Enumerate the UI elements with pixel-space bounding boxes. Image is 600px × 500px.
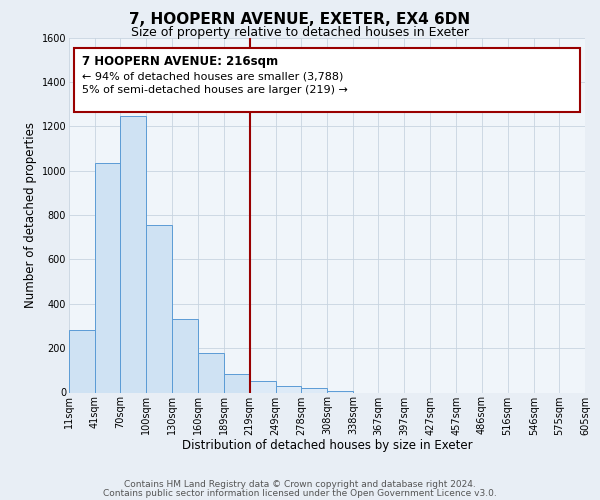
Text: 7 HOOPERN AVENUE: 216sqm: 7 HOOPERN AVENUE: 216sqm (82, 55, 278, 68)
Y-axis label: Number of detached properties: Number of detached properties (25, 122, 37, 308)
Bar (301, 388, 327, 392)
Bar (172, 320, 199, 392)
Bar (250, 382, 276, 392)
Bar (120, 116, 146, 392)
Text: Size of property relative to detached houses in Exeter: Size of property relative to detached ho… (131, 26, 469, 39)
FancyBboxPatch shape (74, 48, 580, 112)
Bar (146, 225, 172, 392)
Text: ← 94% of detached houses are smaller (3,788): ← 94% of detached houses are smaller (3,… (82, 71, 343, 81)
Text: Contains HM Land Registry data © Crown copyright and database right 2024.: Contains HM Land Registry data © Crown c… (124, 480, 476, 489)
Text: 7, HOOPERN AVENUE, EXETER, EX4 6DN: 7, HOOPERN AVENUE, EXETER, EX4 6DN (130, 12, 470, 28)
Bar (224, 374, 250, 392)
Bar (69, 330, 95, 392)
Bar (199, 352, 224, 393)
Text: 5% of semi-detached houses are larger (219) →: 5% of semi-detached houses are larger (2… (82, 86, 348, 96)
X-axis label: Distribution of detached houses by size in Exeter: Distribution of detached houses by size … (182, 439, 472, 452)
Text: Contains public sector information licensed under the Open Government Licence v3: Contains public sector information licen… (103, 488, 497, 498)
Bar (276, 386, 301, 392)
Bar (95, 163, 120, 392)
